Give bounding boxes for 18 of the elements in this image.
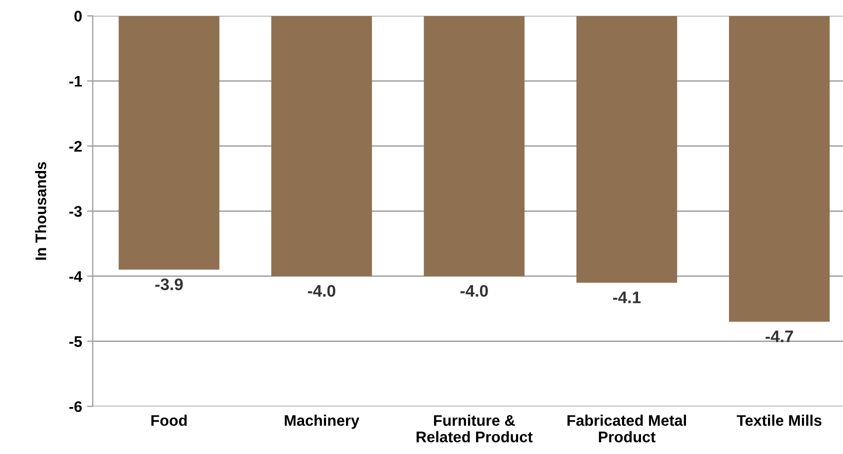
y-tick-label: -5 (69, 336, 82, 347)
x-tick-label: Food (151, 414, 187, 426)
data-label: -3.9 (155, 278, 183, 290)
x-tick-label: Textile Mills (736, 414, 822, 426)
y-axis-title: In Thousands (35, 162, 46, 260)
data-label: -4.0 (308, 284, 336, 297)
y-tick-label: -4 (69, 271, 82, 282)
data-label: -4.1 (613, 292, 641, 304)
y-tick-label: -1 (69, 76, 82, 86)
y-tick-label: -2 (69, 140, 82, 152)
y-tick-label: -3 (69, 206, 82, 217)
y-tick-label: 0 (74, 10, 82, 22)
x-tick-label: Furniture & Related Product (416, 414, 533, 442)
x-tick-label: Fabricated Metal Product (568, 414, 686, 442)
data-label: -4.0 (460, 284, 488, 297)
data-label: -4.7 (766, 330, 793, 342)
y-tick-label: -6 (69, 401, 82, 412)
x-tick-label: Machinery (284, 414, 360, 429)
